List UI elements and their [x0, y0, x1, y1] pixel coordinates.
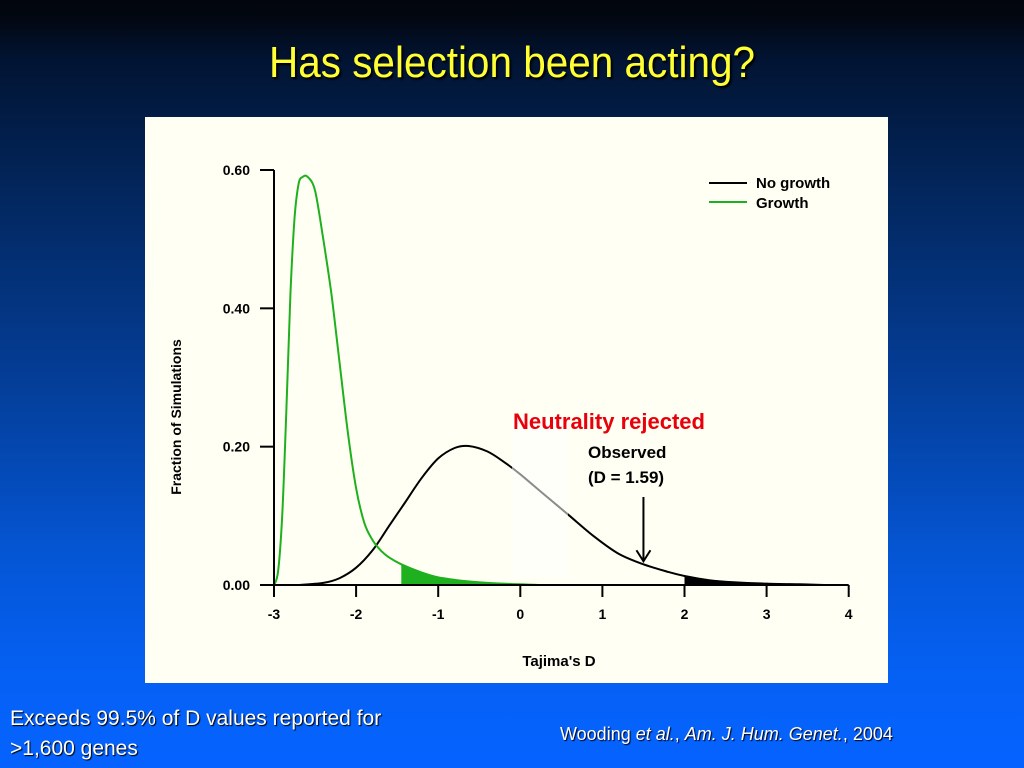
legend: No growth Growth [709, 175, 830, 212]
citation-author: Wooding [560, 724, 636, 744]
observed-value-annotation: (D = 1.59) [588, 468, 664, 487]
y-tick-label: 0.60 [223, 162, 250, 178]
chart-panel: 0.00 0.20 0.40 0.60 -3 -2 -1 0 1 2 3 4 Fraction of … [145, 117, 888, 683]
legend-no-growth-label: No growth [756, 175, 830, 192]
x-axis-label: Tajima's D [522, 653, 595, 670]
y-tick-label: 0.20 [223, 439, 250, 455]
growth-shaded-tail [401, 564, 541, 585]
x-tick-label: 3 [763, 606, 771, 622]
no-growth-curve [298, 444, 825, 586]
footer-note-line2: >1,600 genes [10, 737, 138, 760]
citation: Wooding et al., Am. J. Hum. Genet., 2004 [560, 724, 893, 745]
x-tick-label: 2 [681, 606, 689, 622]
x-tick-label: 4 [845, 606, 853, 622]
legend-growth-label: Growth [756, 195, 809, 212]
neutrality-rejected-annotation: Neutrality rejected [513, 409, 705, 434]
x-tick-label: -2 [350, 606, 363, 622]
no-growth-shaded-tail [684, 576, 825, 585]
footer-note: Exceeds 99.5% of D values reported for >… [10, 704, 490, 764]
citation-separator: , [674, 724, 685, 744]
citation-separator: , [842, 724, 853, 744]
slide-title: Has selection been acting? [268, 38, 756, 87]
x-tick-label: -3 [268, 606, 281, 622]
x-tick-label: 1 [599, 606, 607, 622]
axes [260, 169, 850, 597]
growth-curve [273, 174, 541, 586]
x-tick-label: 0 [516, 606, 524, 622]
citation-year: 2004 [852, 724, 893, 744]
tick-labels: 0.00 0.20 0.40 0.60 -3 -2 -1 0 1 2 3 4 [223, 162, 853, 622]
citation-journal: Am. J. Hum. Genet. [684, 724, 843, 744]
y-tick-label: 0.00 [223, 577, 250, 593]
footer-note-line1: Exceeds 99.5% of D values reported for [10, 707, 382, 730]
y-tick-label: 0.40 [223, 300, 250, 316]
tajima-d-chart: 0.00 0.20 0.40 0.60 -3 -2 -1 0 1 2 3 4 Fraction of … [168, 162, 853, 670]
observed-arrow [635, 497, 652, 564]
annotation-backdrop [512, 417, 568, 577]
y-axis-label: Fraction of Simulations [168, 339, 184, 495]
x-tick-label: -1 [432, 606, 445, 622]
citation-etal: et al. [635, 724, 675, 744]
observed-annotation: Observed [588, 443, 666, 462]
